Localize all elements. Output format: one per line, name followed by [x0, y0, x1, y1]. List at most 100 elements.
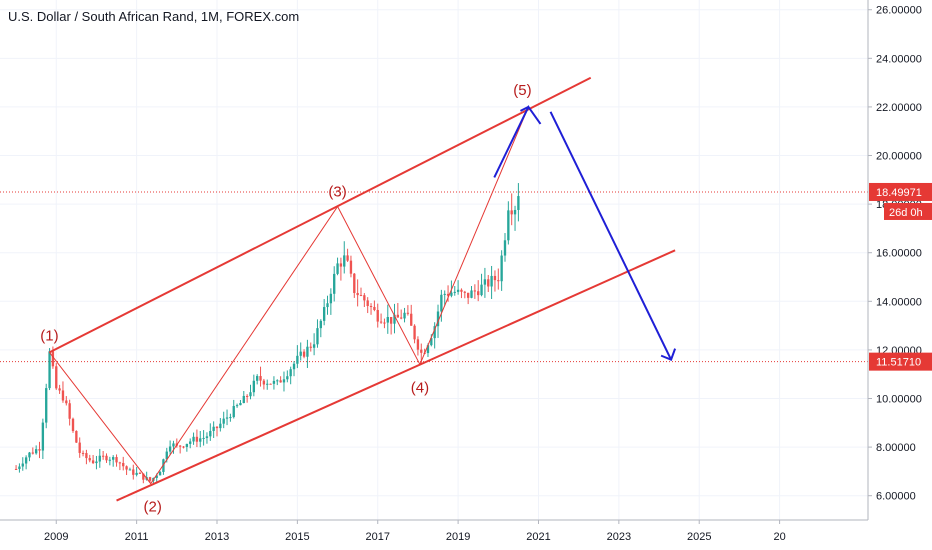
candle-body	[225, 417, 229, 419]
candle-body	[51, 351, 55, 367]
candle-body	[349, 260, 353, 274]
candle-body	[453, 291, 456, 293]
wave-zigzag	[49, 106, 529, 485]
candle-body	[18, 466, 21, 470]
candle-body	[333, 273, 336, 294]
candle-body	[88, 458, 91, 461]
candle-body	[105, 455, 108, 461]
candle-body	[256, 376, 259, 381]
candle-body	[95, 461, 98, 464]
candle-body	[376, 309, 379, 322]
candle-body	[259, 376, 262, 381]
candle-body	[132, 469, 135, 475]
x-tick-label: 2011	[125, 531, 149, 543]
candle-body	[363, 295, 366, 301]
candle-body	[389, 316, 393, 324]
candle-body	[242, 395, 245, 403]
candle-body	[28, 452, 31, 458]
candle-body	[369, 305, 373, 307]
candle-body	[14, 468, 18, 470]
candle-body	[416, 339, 420, 350]
trend-channel	[48, 76, 676, 502]
wave-label: (4)	[411, 379, 429, 396]
candle-body	[383, 322, 386, 324]
candle-body	[507, 210, 510, 241]
candle-body	[513, 209, 517, 215]
x-tick-label: 2023	[607, 531, 631, 543]
y-tick-label: 6.00000	[876, 491, 916, 503]
candle-body	[98, 455, 101, 462]
candle-body	[71, 418, 75, 431]
candle-body	[282, 379, 286, 383]
candle-body	[125, 466, 128, 470]
candle-body	[493, 275, 497, 281]
candle-body	[75, 430, 78, 443]
candle-body	[232, 406, 235, 418]
candle-body	[142, 473, 145, 480]
candle-body	[393, 314, 396, 324]
candle-body	[480, 284, 483, 296]
candle-body	[91, 460, 95, 464]
candle-body	[296, 355, 299, 364]
candle-body	[306, 346, 309, 357]
candle-body	[41, 422, 45, 451]
candle-body	[58, 388, 61, 391]
candle-body	[185, 443, 189, 447]
candle-body	[65, 400, 68, 404]
candle-body	[55, 366, 58, 389]
candle-body	[34, 449, 38, 454]
candle-body	[379, 321, 383, 323]
candle-body	[101, 455, 105, 457]
candlesticks	[14, 183, 520, 484]
candle-body	[477, 291, 480, 296]
candle-body	[326, 303, 329, 308]
candle-body	[373, 306, 376, 310]
candle-body	[426, 345, 430, 354]
current-price-text: 18.49971	[876, 187, 922, 199]
candle-body	[279, 380, 282, 383]
candle-body	[85, 453, 88, 459]
candle-body	[192, 436, 195, 442]
candle-body	[463, 291, 466, 293]
candle-body	[172, 443, 175, 447]
forecast-down-arrow	[549, 111, 672, 361]
y-tick-label: 8.00000	[876, 442, 916, 454]
candle-body	[276, 380, 279, 382]
price-badges: 18.49971 26d 0h 11.51710	[869, 182, 932, 371]
candle-body	[262, 380, 266, 385]
countdown-text: 26d 0h	[889, 207, 923, 219]
candle-body	[48, 351, 51, 389]
chart-title: U.S. Dollar / South African Rand, 1M, FO…	[8, 9, 299, 24]
y-tick-label: 16.00000	[876, 248, 922, 260]
candle-body	[456, 289, 460, 292]
candle-body	[78, 442, 81, 453]
axes: 6.000008.0000010.0000012.0000014.0000016…	[0, 0, 922, 543]
candle-body	[386, 316, 389, 323]
candle-body	[420, 349, 423, 353]
candle-body	[128, 469, 132, 471]
candle-body	[272, 380, 276, 384]
candle-body	[366, 300, 369, 306]
candle-body	[38, 449, 41, 451]
support-price-badge	[869, 352, 932, 371]
candle-body	[112, 457, 115, 460]
x-tick-label: 2025	[687, 531, 711, 543]
candle-body	[219, 423, 222, 429]
candle-body	[443, 293, 446, 295]
candle-body	[21, 463, 24, 467]
candle-body	[299, 351, 302, 356]
candle-body	[322, 307, 326, 321]
y-tick-label: 26.00000	[876, 5, 922, 17]
y-tick-label: 20.00000	[876, 151, 922, 163]
candle-body	[182, 446, 185, 448]
candle-body	[316, 328, 319, 345]
candle-body	[312, 344, 316, 348]
forecast-down-arrowhead	[660, 348, 677, 361]
candle-body	[500, 255, 503, 282]
y-tick-label: 10.00000	[876, 394, 922, 406]
candle-body	[68, 403, 71, 419]
candle-body	[209, 430, 212, 437]
candle-body	[155, 475, 158, 478]
current-price-badge	[869, 182, 932, 201]
